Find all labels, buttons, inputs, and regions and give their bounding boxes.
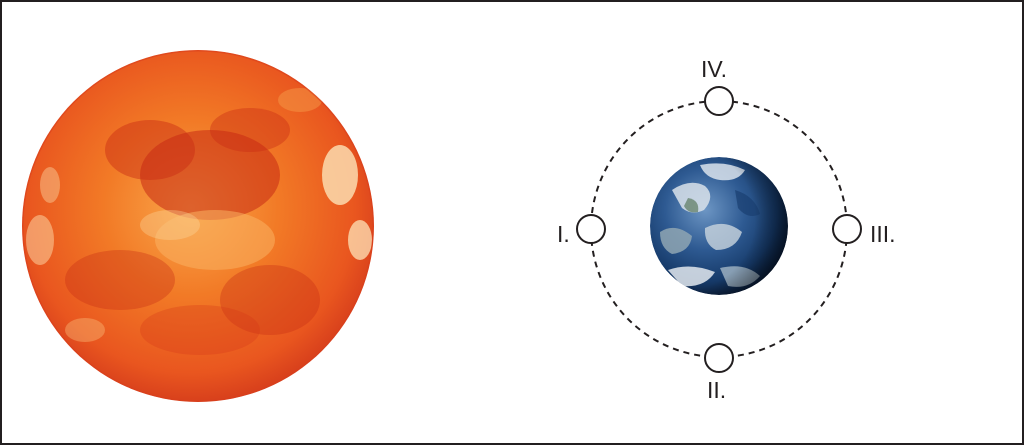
moon-position-marker bbox=[704, 86, 734, 116]
position-label-iv: IV. bbox=[701, 56, 727, 82]
position-label-i: I. bbox=[557, 221, 570, 247]
position-label-ii: II. bbox=[707, 377, 726, 403]
moon-position-marker bbox=[832, 214, 862, 244]
moon-position-marker bbox=[704, 343, 734, 373]
moon-position-marker bbox=[576, 214, 606, 244]
sun-icon bbox=[22, 50, 374, 402]
earth-icon bbox=[650, 157, 788, 295]
position-label-iii: III. bbox=[870, 221, 896, 247]
